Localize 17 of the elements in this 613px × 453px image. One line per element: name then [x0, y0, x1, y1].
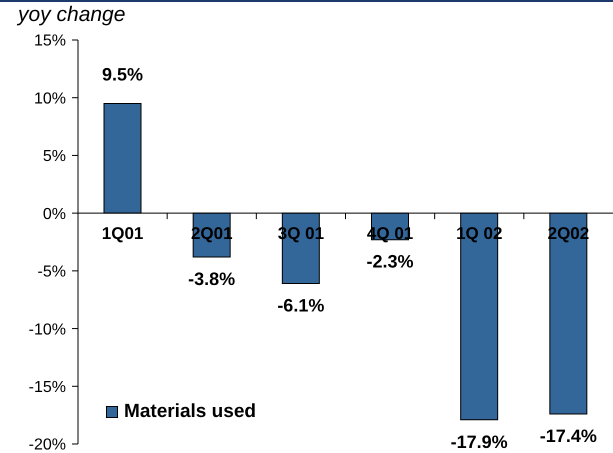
y-tick-label: 10% — [34, 90, 66, 108]
y-tick-label: -15% — [28, 378, 66, 396]
y-tick-label: -20% — [28, 436, 66, 453]
data-label: -6.1% — [277, 295, 324, 316]
y-tick-label: -10% — [28, 321, 66, 338]
y-tick-label: 5% — [42, 148, 66, 166]
y-tick-label: 15% — [34, 32, 66, 50]
data-label: -17.4% — [540, 426, 597, 446]
legend-label: Materials used — [124, 401, 256, 423]
data-label: 9.5% — [102, 64, 144, 84]
y-tick-label: 0% — [42, 206, 66, 223]
data-label: -17.9% — [450, 432, 508, 452]
x-tick-label: 1Q01 — [102, 224, 144, 244]
y-axis-title: yoy change — [18, 3, 126, 27]
y-tick-label: -5% — [38, 264, 66, 281]
data-label: -2.3% — [366, 251, 414, 272]
data-label: -3.8% — [188, 268, 236, 289]
